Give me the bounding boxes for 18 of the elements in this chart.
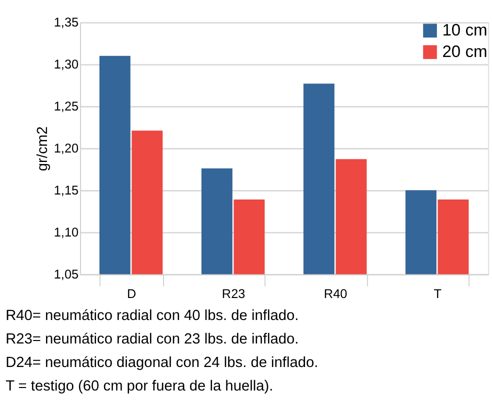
legend-label: 20 cm bbox=[442, 42, 488, 61]
x-tick-label: D bbox=[126, 287, 136, 302]
x-tick-label: T bbox=[434, 287, 442, 302]
x-tick-label: R40 bbox=[324, 287, 348, 302]
y-tick-label: 1,15 bbox=[54, 184, 79, 198]
y-tick-label: 1,30 bbox=[54, 58, 79, 72]
text: D24= neumático diagonal con 24 lbs. de inflado. bbox=[6, 354, 318, 371]
x-tick-label: R23 bbox=[222, 287, 246, 302]
text: R23= neumático radial con 23 lbs. de inflado. bbox=[6, 332, 299, 348]
text: R40= neumático radial con 40 lbs. de inflado. bbox=[6, 308, 299, 324]
y-axis-title: gr/cm2 bbox=[35, 126, 52, 172]
y-tick-label: 1,20 bbox=[54, 142, 79, 156]
y-tick-label: 1,35 bbox=[54, 16, 79, 30]
y-tick-label: 1,05 bbox=[54, 268, 79, 282]
legend-label: 10 cm bbox=[442, 20, 488, 40]
text: T = testigo (60 cm por fuera de la huella). bbox=[6, 378, 274, 394]
y-tick-label: 1,25 bbox=[54, 100, 79, 114]
y-tick-label: 1,10 bbox=[54, 226, 79, 240]
